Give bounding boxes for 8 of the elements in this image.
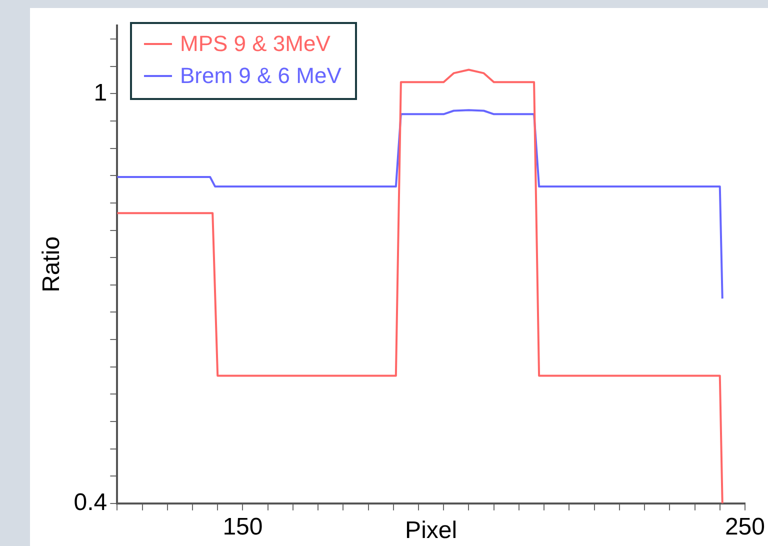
legend-label: Brem 9 & 6 MeV (180, 62, 342, 90)
legend-label: MPS 9 & 3MeV (180, 30, 330, 58)
y-axis-title: Ratio (38, 236, 66, 292)
y-tick-label: 0.4 (74, 489, 108, 516)
x-axis-title: Pixel (405, 517, 458, 544)
x-tick-label: 250 (724, 513, 765, 540)
x-tick-label: 150 (222, 513, 263, 540)
y-tick-label: 1 (94, 79, 108, 106)
